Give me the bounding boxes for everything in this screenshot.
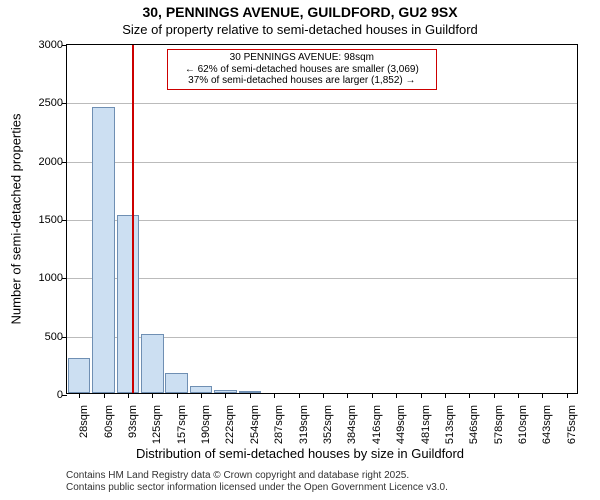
x-tick-mark <box>79 393 80 398</box>
x-tick-label: 222sqm <box>224 405 236 444</box>
x-tick-mark <box>250 393 251 398</box>
x-tick-mark <box>152 393 153 398</box>
y-tick-label: 1000 <box>39 272 63 284</box>
x-tick-label: 675sqm <box>566 405 578 444</box>
x-tick-label: 643sqm <box>541 405 553 444</box>
x-tick-label: 352sqm <box>322 405 334 444</box>
x-tick-mark <box>542 393 543 398</box>
y-gridline <box>67 162 577 163</box>
y-gridline <box>67 103 577 104</box>
attribution: Contains HM Land Registry data © Crown c… <box>0 470 600 494</box>
x-tick-mark <box>567 393 568 398</box>
y-tick-label: 2500 <box>39 97 63 109</box>
x-tick-mark <box>518 393 519 398</box>
x-tick-label: 93sqm <box>127 405 139 438</box>
y-gridline <box>67 220 577 221</box>
reference-line <box>132 45 134 393</box>
annotation-line: ← 62% of semi-detached houses are smalle… <box>174 64 430 76</box>
x-tick-label: 578sqm <box>493 405 505 444</box>
y-axis-label: Number of semi-detached properties <box>9 114 24 325</box>
x-tick-mark <box>396 393 397 398</box>
x-tick-mark <box>274 393 275 398</box>
x-tick-mark <box>494 393 495 398</box>
y-tick-label: 3000 <box>39 39 63 51</box>
x-tick-label: 28sqm <box>78 405 90 438</box>
x-tick-mark <box>128 393 129 398</box>
x-axis-label: Distribution of semi-detached houses by … <box>0 446 600 461</box>
x-tick-label: 546sqm <box>468 405 480 444</box>
bar <box>117 215 139 394</box>
x-tick-label: 449sqm <box>395 405 407 444</box>
annotation-line: 37% of semi-detached houses are larger (… <box>174 75 430 87</box>
x-tick-label: 287sqm <box>273 405 285 444</box>
x-tick-label: 125sqm <box>151 405 163 444</box>
attribution-line2: Contains public sector information licen… <box>66 482 600 494</box>
x-tick-mark <box>104 393 105 398</box>
bar <box>165 373 187 393</box>
bar <box>92 107 114 393</box>
annotation-line: 30 PENNINGS AVENUE: 98sqm <box>174 52 430 64</box>
x-tick-label: 384sqm <box>346 405 358 444</box>
chart-title: 30, PENNINGS AVENUE, GUILDFORD, GU2 9SX <box>0 4 600 20</box>
x-tick-label: 513sqm <box>444 405 456 444</box>
x-tick-mark <box>201 393 202 398</box>
chart-subtitle: Size of property relative to semi-detach… <box>0 22 600 37</box>
x-tick-label: 416sqm <box>371 405 383 444</box>
x-tick-mark <box>347 393 348 398</box>
x-tick-mark <box>225 393 226 398</box>
attribution-line1: Contains HM Land Registry data © Crown c… <box>66 470 600 482</box>
y-tick-label: 500 <box>45 331 63 343</box>
x-tick-label: 481sqm <box>420 405 432 444</box>
y-tick-label: 0 <box>57 389 63 401</box>
x-tick-label: 319sqm <box>298 405 310 444</box>
x-tick-label: 610sqm <box>517 405 529 444</box>
plot-area: 30 PENNINGS AVENUE: 98sqm← 62% of semi-d… <box>66 44 578 394</box>
y-gridline <box>67 278 577 279</box>
y-tick-label: 2000 <box>39 156 63 168</box>
bar <box>190 386 212 393</box>
x-tick-label: 254sqm <box>249 405 261 444</box>
bar <box>141 334 163 394</box>
x-tick-mark <box>299 393 300 398</box>
bar <box>68 358 90 393</box>
y-tick-label: 1500 <box>39 214 63 226</box>
x-tick-label: 157sqm <box>176 405 188 444</box>
x-tick-label: 190sqm <box>200 405 212 444</box>
annotation-box: 30 PENNINGS AVENUE: 98sqm← 62% of semi-d… <box>167 49 437 90</box>
x-tick-mark <box>421 393 422 398</box>
x-tick-mark <box>372 393 373 398</box>
x-tick-label: 60sqm <box>103 405 115 438</box>
x-tick-mark <box>177 393 178 398</box>
x-tick-mark <box>323 393 324 398</box>
x-tick-mark <box>469 393 470 398</box>
x-tick-mark <box>445 393 446 398</box>
